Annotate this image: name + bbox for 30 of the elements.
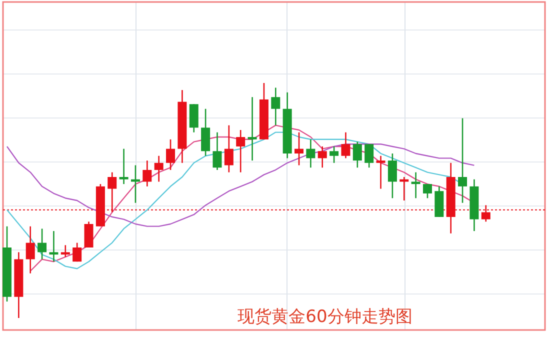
candlestick [411,172,420,199]
candlestick [458,118,468,204]
candlestick [352,141,362,168]
candlestick [26,226,35,274]
candlestick [306,138,316,168]
candlestick [271,87,280,126]
candlestick [364,143,374,168]
candlestick [38,228,47,260]
candlestick [330,146,339,164]
candlestick [422,183,432,199]
candlestick [318,146,327,168]
candlestick [84,221,94,248]
text: 现货黄金60分钟走势图 [238,307,412,327]
candlestick [142,160,152,188]
candlestick [60,244,70,258]
candlestick [236,129,246,173]
candlestick [49,230,58,262]
candlestick [166,138,176,171]
candlestick [388,152,397,199]
candlestick [294,132,304,166]
candlestick [224,124,234,173]
candlestick [119,148,128,185]
candlestick [189,104,198,133]
candlestick [154,155,164,182]
candlestick [72,242,82,262]
candlestick [376,155,386,190]
candlestick [212,132,222,171]
candlestick [201,108,210,156]
candlestick [341,132,350,159]
candlestick [248,96,257,162]
